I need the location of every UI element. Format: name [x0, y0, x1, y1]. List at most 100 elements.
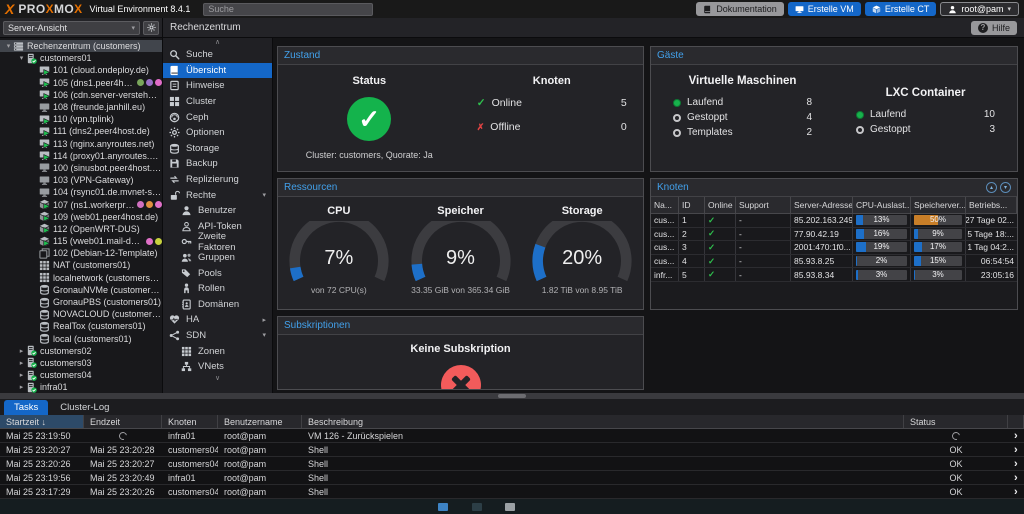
tree-item[interactable]: 101 (cloud.ondeploy.de): [0, 64, 162, 76]
tree-item[interactable]: 103 (VPN-Gateway): [0, 174, 162, 186]
nodes-column-header[interactable]: Na...: [651, 197, 679, 213]
tree-expander-icon[interactable]: ▸: [19, 384, 24, 392]
tab-cluster-log[interactable]: Cluster-Log: [60, 402, 110, 413]
nodes-column-header[interactable]: CPU-Auslast...: [853, 197, 911, 213]
tree-item[interactable]: 109 (web01.peer4host.de): [0, 211, 162, 223]
nodes-column-header[interactable]: Support: [736, 197, 791, 213]
tree-expander-icon[interactable]: ▾: [6, 43, 11, 51]
tree-item[interactable]: local (customers01): [0, 333, 162, 345]
tree-item[interactable]: 110 (vpn.tplink): [0, 113, 162, 125]
task-row[interactable]: Mai 25 23:19:50 infra01 root@pam VM 126 - Z…: [0, 429, 1024, 443]
tree-item[interactable]: NOVACLOUD (customers01): [0, 308, 162, 320]
nav-item-hinweise[interactable]: Hinweise: [163, 78, 272, 94]
tab-tasks[interactable]: Tasks: [4, 400, 49, 415]
nav-item-pools[interactable]: Pools: [163, 265, 272, 281]
tree-item[interactable]: ▾ Rechenzentrum (customers): [0, 40, 162, 53]
nodes-column-header[interactable]: Speicherver...: [911, 197, 966, 213]
tree-item[interactable]: 106 (cdn.server-verstehen.de): [0, 89, 162, 101]
nav-item-sdn[interactable]: SDN ▾: [163, 328, 272, 344]
tree-item[interactable]: NAT (customers01): [0, 259, 162, 271]
chevron-right-icon[interactable]: ›: [1014, 471, 1018, 484]
tree-item[interactable]: 108 (freunde.janhill.eu): [0, 101, 162, 113]
tree-expander-icon[interactable]: ▾: [19, 55, 24, 63]
tree-item[interactable]: 115 (vweb01.mail-deutschland.net): [0, 235, 162, 247]
nav-item-storage[interactable]: Storage: [163, 141, 272, 157]
horizontal-splitter[interactable]: [0, 393, 1024, 399]
help-button[interactable]: ? Hilfe: [970, 20, 1017, 35]
nav-item-rollen[interactable]: Rollen: [163, 281, 272, 297]
nav-item-vnets[interactable]: VNets: [163, 359, 272, 375]
global-search-input[interactable]: [203, 2, 374, 16]
nav-item-backup[interactable]: Backup: [163, 156, 272, 172]
node-row[interactable]: cus... 3 ✓ -2001:470:1f0... 19% 17% 1 Tag 04:2…: [651, 241, 1017, 255]
tree-item[interactable]: ▸ customers03: [0, 357, 162, 369]
tree-item[interactable]: 105 (dns1.peer4host.de): [0, 77, 162, 89]
nodes-column-header[interactable]: ID: [679, 197, 705, 213]
nav-item-ha[interactable]: HA ▸: [163, 312, 272, 328]
splitter-handle[interactable]: [498, 394, 526, 398]
nav-item-rechte[interactable]: Rechte ▾: [163, 187, 272, 203]
nav-scroll-up-icon[interactable]: ∧: [214, 39, 221, 46]
nav-item-suche[interactable]: Suche: [163, 47, 272, 63]
task-column-header[interactable]: Startzeit ↓: [0, 415, 84, 428]
chevron-circle-down-icon[interactable]: ▾: [1000, 182, 1011, 193]
task-column-header[interactable]: Endzeit: [84, 415, 162, 428]
task-column-header[interactable]: Beschreibung: [302, 415, 904, 428]
nodes-column-header[interactable]: Betriebs...: [966, 197, 1017, 213]
tree-item[interactable]: 107 (ns1.workerproxy.net): [0, 198, 162, 210]
tree-expander-icon[interactable]: ▸: [19, 347, 24, 355]
task-row[interactable]: Mai 25 23:19:56 Mai 25 23:20:49 infra01 roo…: [0, 471, 1024, 485]
nav-item-ceph[interactable]: Ceph: [163, 109, 272, 125]
tree-item[interactable]: GronauNVMe (customers01): [0, 284, 162, 296]
chevron-circle-up-icon[interactable]: ▴: [986, 182, 997, 193]
tree-item[interactable]: ▾ customers01: [0, 52, 162, 64]
task-column-header[interactable]: Knoten: [162, 415, 218, 428]
tree-item[interactable]: 102 (Debian-12-Template): [0, 247, 162, 259]
task-column-header[interactable]: Benutzername: [218, 415, 302, 428]
task-row[interactable]: Mai 25 23:20:26 Mai 25 23:20:27 customers0…: [0, 457, 1024, 471]
nodes-column-header[interactable]: Online: [705, 197, 736, 213]
tree-item[interactable]: RealTox (customers01): [0, 320, 162, 332]
chevron-right-icon[interactable]: ›: [1014, 443, 1018, 456]
nav-item-dom-nen[interactable]: Domänen: [163, 297, 272, 313]
chevron-right-icon[interactable]: ›: [1014, 457, 1018, 470]
nav-item-zonen[interactable]: Zonen: [163, 343, 272, 359]
nav-item-optionen[interactable]: Optionen: [163, 125, 272, 141]
chevron-right-icon[interactable]: ›: [1014, 485, 1018, 498]
nav-scroll-down-icon[interactable]: ∨: [214, 375, 221, 383]
task-row[interactable]: Mai 25 23:17:29 Mai 25 23:20:26 customers0…: [0, 485, 1024, 499]
nav-item-zweite-faktoren[interactable]: Zweite Faktoren: [163, 231, 272, 253]
node-row[interactable]: cus... 2 ✓ -77.90.42.19 16% 9% 5 Tage 18:...: [651, 227, 1017, 242]
node-row[interactable]: infr... 5 ✓ -85.93.8.34 3% 3% 23:05:16: [651, 268, 1017, 282]
create-ct-button[interactable]: Erstelle CT: [864, 2, 937, 16]
user-menu-button[interactable]: root@pam ▾: [940, 2, 1019, 16]
view-select[interactable]: Server-Ansicht ▾: [3, 20, 140, 35]
nav-item-gruppen[interactable]: Gruppen: [163, 250, 272, 266]
documentation-button[interactable]: Dokumentation: [696, 2, 784, 16]
task-row[interactable]: Mai 25 23:20:27 Mai 25 23:20:28 customers0…: [0, 443, 1024, 457]
tree-item[interactable]: 104 (rsync01.de.mvnet-sol.de): [0, 186, 162, 198]
nav-item-replizierung[interactable]: Replizierung: [163, 172, 272, 188]
tree-item[interactable]: localnetwork (customers01): [0, 272, 162, 284]
node-row[interactable]: cus... 1 ✓ -85.202.163.249 13% 50% 27 Tage 02.…: [651, 214, 1017, 228]
tree-item[interactable]: 111 (dns2.peer4host.de): [0, 125, 162, 137]
chevron-right-icon[interactable]: ›: [1014, 429, 1018, 442]
nav-item-api-token[interactable]: API-Token: [163, 219, 272, 235]
tree-item[interactable]: 112 (OpenWRT-DUS): [0, 223, 162, 235]
tree-item[interactable]: ▸ customers04: [0, 369, 162, 381]
task-column-header[interactable]: Status: [904, 415, 1008, 428]
create-vm-button[interactable]: Erstelle VM: [787, 2, 861, 16]
tree-item[interactable]: 114 (proxy01.anyroutes.net): [0, 150, 162, 162]
tree-item[interactable]: ▸ customers02: [0, 345, 162, 357]
tree-item[interactable]: 100 (sinusbot.peer4host.de): [0, 162, 162, 174]
tree-item[interactable]: 113 (nginx.anyroutes.net): [0, 138, 162, 150]
nav-item-cluster[interactable]: Cluster: [163, 94, 272, 110]
tree-settings-button[interactable]: [143, 20, 159, 35]
tree-item[interactable]: GronauPBS (customers01): [0, 296, 162, 308]
nodes-column-header[interactable]: Server-Adresse: [791, 197, 853, 213]
tree-item[interactable]: ▸ infra01: [0, 381, 162, 393]
tree-expander-icon[interactable]: ▸: [19, 372, 24, 380]
nav-item--bersicht[interactable]: Übersicht: [163, 62, 272, 79]
tree-expander-icon[interactable]: ▸: [19, 359, 24, 367]
nav-item-benutzer[interactable]: Benutzer: [163, 203, 272, 219]
